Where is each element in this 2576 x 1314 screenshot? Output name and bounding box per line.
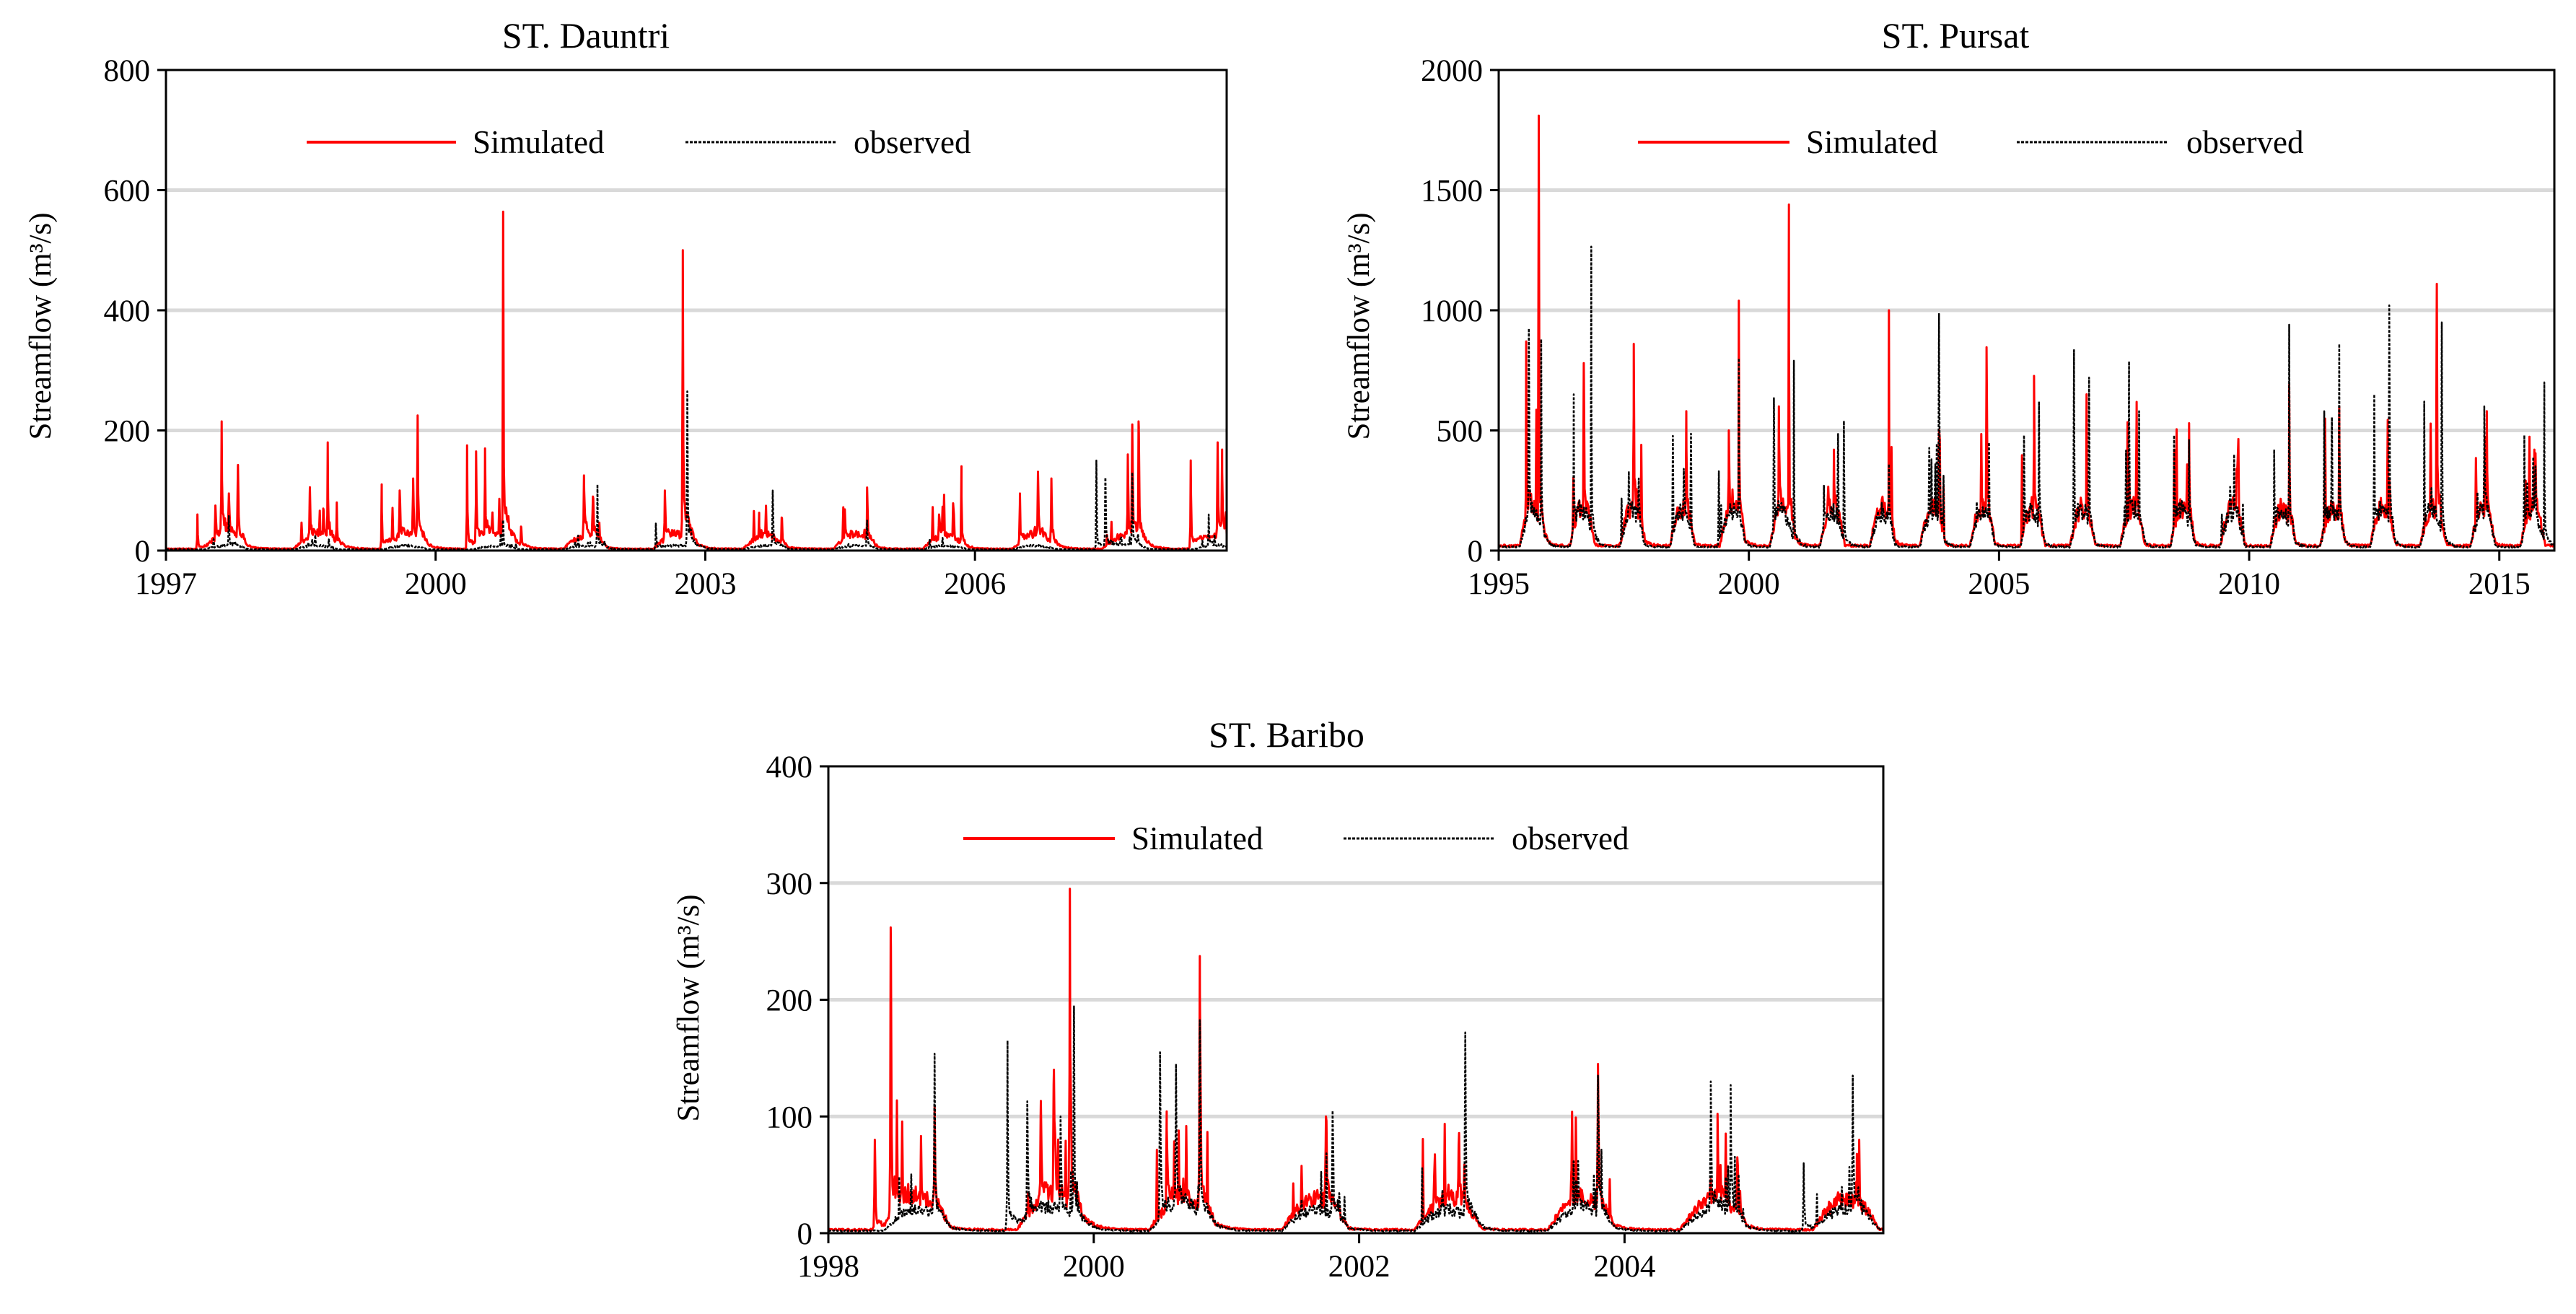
legend-observed-label: observed <box>854 124 971 160</box>
x-tick-label: 2004 <box>1593 1250 1655 1284</box>
x-tick-label: 2003 <box>674 567 736 601</box>
x-tick-label: 2006 <box>944 567 1006 601</box>
y-tick-label: 200 <box>104 415 151 449</box>
legend: Simulated observed <box>963 820 1629 857</box>
x-tick-label: 1997 <box>135 567 197 601</box>
x-tick-label: 2010 <box>2218 567 2280 601</box>
y-tick-label: 0 <box>135 535 151 569</box>
panel-pursat: ST. Pursat Streamflow (m³/s) 0 500 1000 150… <box>1342 15 2556 601</box>
panel-title: ST. Baribo <box>1209 714 1364 755</box>
y-tick-label: 100 <box>766 1100 813 1134</box>
y-tick-label: 300 <box>766 867 813 901</box>
series-simulated-line <box>1497 114 2556 548</box>
x-tick-label: 2015 <box>2468 567 2531 601</box>
y-axis-label: Streamflow (m³/s) <box>672 894 706 1121</box>
y-tick-label: 400 <box>104 294 151 328</box>
legend-simulated-label: Simulated <box>1806 124 1937 160</box>
x-tick-label: 2002 <box>1328 1250 1390 1284</box>
y-tick-label: 600 <box>104 175 151 209</box>
y-tick-label: 1000 <box>1421 294 1483 328</box>
panel-dauntri: ST. Dauntri Streamflow (m³/s) 0 200 400 600… <box>24 15 1228 601</box>
y-axis-label: Streamflow (m³/s) <box>1342 212 1376 439</box>
x-tick-label: 2000 <box>1718 567 1780 601</box>
series-observed-line <box>1497 245 2555 549</box>
legend-observed-label: observed <box>2186 124 2303 160</box>
y-tick-label: 500 <box>1437 415 1484 449</box>
panel-title: ST. Dauntri <box>502 15 670 56</box>
x-tick-label: 2000 <box>1063 1250 1125 1284</box>
y-tick-label: 1500 <box>1421 175 1483 209</box>
x-tick-label: 1995 <box>1468 567 1530 601</box>
y-axis-label: Streamflow (m³/s) <box>24 212 58 439</box>
y-tick-label: 200 <box>766 984 813 1018</box>
panel-title: ST. Pursat <box>1882 15 2030 56</box>
legend-observed-label: observed <box>1512 820 1629 857</box>
y-tick-label: 0 <box>1468 535 1484 569</box>
x-tick-label: 2000 <box>405 567 467 601</box>
y-tick-label: 2000 <box>1421 54 1483 88</box>
series-observed-line <box>828 1005 1885 1232</box>
x-tick-label: 2005 <box>1968 567 2030 601</box>
legend-simulated-label: Simulated <box>1131 820 1263 857</box>
y-tick-label: 800 <box>104 54 151 88</box>
y-tick-label: 0 <box>797 1217 813 1251</box>
panel-baribo: ST. Baribo Streamflow (m³/s) 0 100 200 300 4… <box>672 714 1885 1284</box>
legend-simulated-label: Simulated <box>473 124 604 160</box>
y-tick-label: 400 <box>766 750 813 784</box>
series-simulated-line <box>165 210 1228 551</box>
x-tick-label: 1998 <box>797 1250 859 1284</box>
legend: Simulated observed <box>307 124 971 160</box>
legend: Simulated observed <box>1638 124 2303 160</box>
